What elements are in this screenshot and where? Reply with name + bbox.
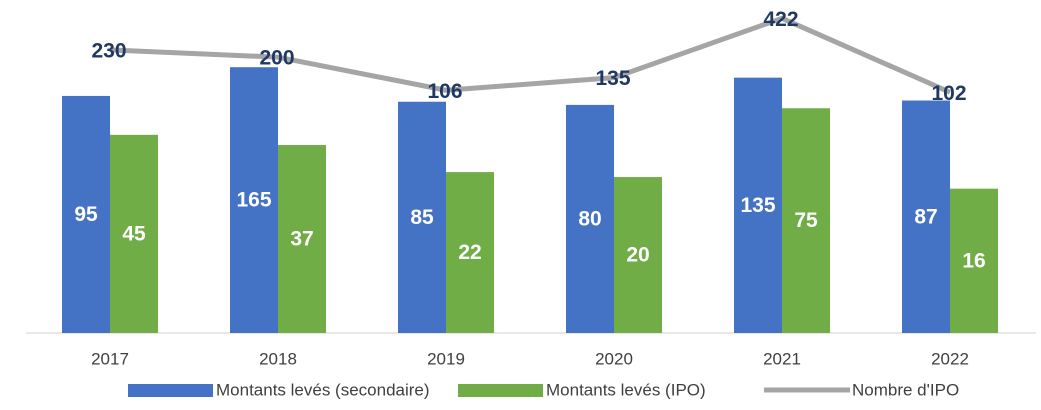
- bar-label: 45: [122, 222, 146, 245]
- bar: [902, 100, 950, 333]
- x-tick-label: 2021: [763, 349, 801, 368]
- bar: [398, 101, 446, 333]
- line-label: 422: [763, 8, 798, 31]
- bar: [230, 67, 278, 333]
- legend-swatch: [128, 384, 213, 397]
- bar-label: 16: [962, 249, 985, 272]
- x-tick-label: 2022: [931, 349, 969, 368]
- legend-label: Nombre d'IPO: [852, 380, 959, 399]
- legend-swatch: [458, 384, 543, 397]
- legend-label: Montants levés (IPO): [546, 380, 706, 399]
- bar: [446, 172, 494, 333]
- bar: [782, 108, 830, 334]
- x-tick-label: 2017: [91, 349, 129, 368]
- line-label: 135: [595, 67, 630, 90]
- line-label: 106: [427, 80, 462, 103]
- bar: [62, 95, 110, 333]
- bar: [566, 104, 614, 333]
- x-tick-label: 2019: [427, 349, 465, 368]
- line: [109, 15, 952, 95]
- bar-label: 37: [290, 228, 313, 251]
- line-label: 230: [91, 39, 126, 62]
- bar-label: 80: [578, 207, 601, 230]
- line-label: 200: [259, 47, 294, 70]
- bar: [110, 134, 158, 333]
- bar-label: 22: [458, 241, 481, 264]
- bar: [734, 77, 782, 333]
- x-tick-label: 2020: [595, 349, 633, 368]
- bar-label: 87: [914, 205, 937, 228]
- bar-label: 20: [626, 244, 649, 267]
- bar: [278, 145, 326, 333]
- bar: [950, 188, 998, 333]
- bar-label: 75: [794, 209, 818, 232]
- x-tick-label: 2018: [259, 349, 297, 368]
- line-label: 102: [931, 82, 966, 105]
- legend-label: Montants levés (secondaire): [216, 380, 430, 399]
- bar-label: 85: [410, 206, 434, 229]
- bar-label: 135: [740, 194, 775, 217]
- bar-label: 165: [236, 189, 271, 212]
- bar: [614, 177, 662, 333]
- bar-label: 95: [74, 203, 98, 226]
